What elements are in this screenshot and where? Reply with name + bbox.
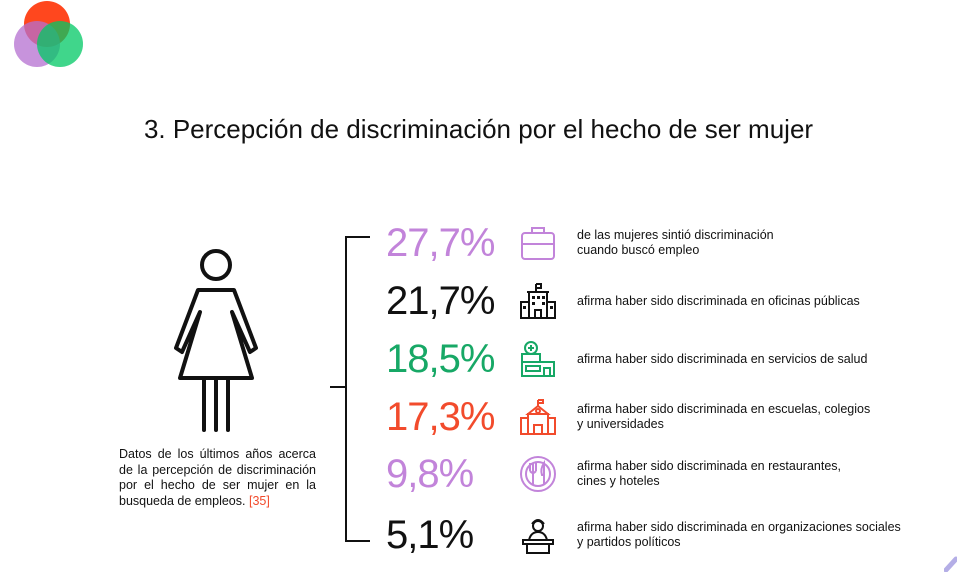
stat-line-1: de las mujeres sintió discriminación	[577, 228, 774, 242]
stat-percentage: 21,7%	[386, 279, 495, 323]
woman-icon	[174, 249, 258, 432]
stat-line-2: cuando buscó empleo	[577, 243, 700, 257]
stat-percentage: 5,1%	[386, 513, 474, 557]
stat-row: 27,7% de las mujeres sintió discriminaci…	[386, 218, 946, 268]
corner-decoration-icon	[944, 556, 957, 572]
page-title: 3. Percepción de discriminación por el h…	[143, 114, 814, 144]
stat-line-1: afirma haber sido discriminada en restau…	[577, 459, 842, 473]
logo-venn-icon	[14, 1, 83, 67]
stat-row: 9,8% afirma haber sido discriminada en r…	[386, 449, 946, 499]
hospital-icon	[521, 341, 555, 377]
stat-percentage: 27,7%	[386, 221, 495, 265]
stat-description: afirma haber sido discriminada en escuel…	[577, 392, 917, 442]
stat-percentage: 18,5%	[386, 337, 495, 381]
stat-row: 18,5% afirma haber sido discriminada en …	[386, 334, 946, 384]
stat-description: de las mujeres sintió discriminación cuan…	[577, 218, 917, 268]
stat-line-1: afirma haber sido discriminada en organi…	[577, 520, 901, 534]
stat-line-2: y universidades	[577, 417, 664, 431]
stat-percentage: 9,8%	[386, 452, 474, 496]
government-building-icon	[520, 283, 556, 319]
reference-link[interactable]: [35]	[248, 493, 270, 508]
stat-line-1: afirma haber sido discriminada en escuel…	[577, 402, 871, 416]
school-icon	[520, 399, 556, 435]
stat-description: afirma haber sido discriminada en organi…	[577, 510, 917, 560]
stat-line-1: afirma haber sido discriminada en servic…	[577, 351, 868, 366]
briefcase-icon	[521, 227, 555, 260]
stat-row: 5,1% afirma haber sido discriminada en o…	[386, 510, 946, 560]
speaker-podium-icon	[522, 519, 554, 554]
bracket	[330, 236, 370, 542]
source-note: Datos de los últimos años acerca de la p…	[119, 447, 316, 509]
stat-percentage: 17,3%	[386, 395, 495, 439]
stat-description: afirma haber sido discriminada en oficin…	[577, 276, 917, 326]
stat-line-2: cines y hoteles	[577, 474, 660, 488]
note-text: Datos de los últimos años acerca de la p…	[119, 447, 316, 508]
stat-description: afirma haber sido discriminada en restau…	[577, 449, 917, 499]
stat-description: afirma haber sido discriminada en servic…	[577, 334, 917, 384]
stat-line-1: afirma haber sido discriminada en oficin…	[577, 293, 860, 308]
stat-row: 17,3% afirma haber sido discriminada en …	[386, 392, 946, 442]
restaurant-icon	[520, 456, 556, 492]
stat-line-2: y partidos políticos	[577, 535, 681, 549]
stat-row: 21,7% afirma haber sido discriminada en …	[386, 276, 946, 326]
